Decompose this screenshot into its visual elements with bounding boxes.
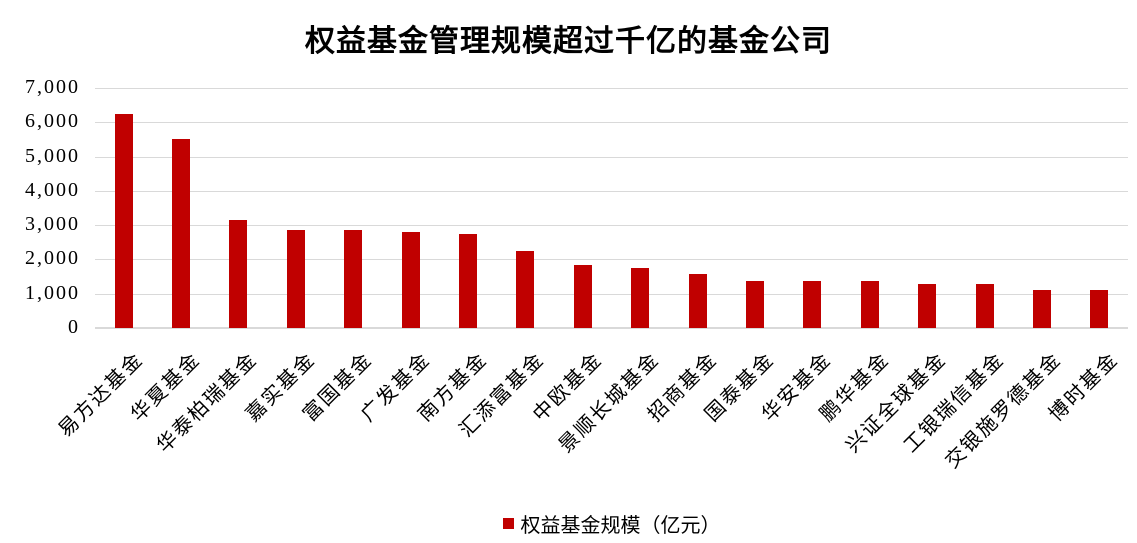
y-tick-label: 4,000 — [25, 178, 80, 201]
bar — [516, 251, 535, 328]
gridline — [95, 190, 1128, 192]
bar — [114, 113, 133, 328]
bar — [286, 229, 305, 328]
bar — [1032, 289, 1051, 328]
gridline — [95, 88, 1128, 89]
gridline — [95, 293, 1128, 295]
bar — [229, 220, 248, 328]
x-tick-label: 易方达基金 — [54, 348, 148, 442]
legend-label: 权益基金规模（亿元） — [520, 515, 721, 537]
legend-swatch-icon — [502, 518, 514, 529]
bar — [745, 280, 764, 328]
gridline — [95, 122, 1128, 124]
gridline — [95, 327, 1128, 329]
bar — [573, 264, 592, 328]
bar — [860, 281, 879, 328]
y-tick-label: 7,000 — [25, 76, 80, 99]
gridline — [95, 259, 1128, 261]
chart-title: 权益基金管理规模超过千亿的基金公司 — [305, 25, 832, 58]
bar — [172, 139, 191, 328]
y-axis: 0 1,000 2,000 3,000 4,000 5,000 6,000 7,000 — [0, 76, 80, 338]
x-axis: 易方达基金 华夏基金 华泰柏瑞基金 嘉实基金 富国基金 广发基金 南方基金 汇添富基金 中欧基金… — [54, 328, 1128, 503]
gridline — [95, 225, 1128, 227]
y-tick-label: 6,000 — [25, 110, 80, 133]
y-tick-label: 3,000 — [25, 213, 80, 236]
bar — [459, 234, 478, 328]
gridline — [95, 156, 1128, 158]
bar — [1090, 290, 1109, 328]
y-tick-label: 5,000 — [25, 144, 80, 167]
y-tick-label: 1,000 — [25, 281, 80, 304]
bar — [803, 281, 822, 328]
bar — [401, 232, 420, 328]
legend: 权益基金规模（亿元） — [95, 509, 1128, 538]
plot-area — [95, 88, 1128, 329]
bar — [631, 268, 650, 328]
bar — [688, 274, 707, 328]
bar — [344, 229, 363, 328]
y-tick-label: 0 — [68, 316, 80, 339]
bar — [918, 283, 937, 328]
y-tick-label: 2,000 — [25, 247, 80, 270]
bar — [975, 284, 994, 328]
